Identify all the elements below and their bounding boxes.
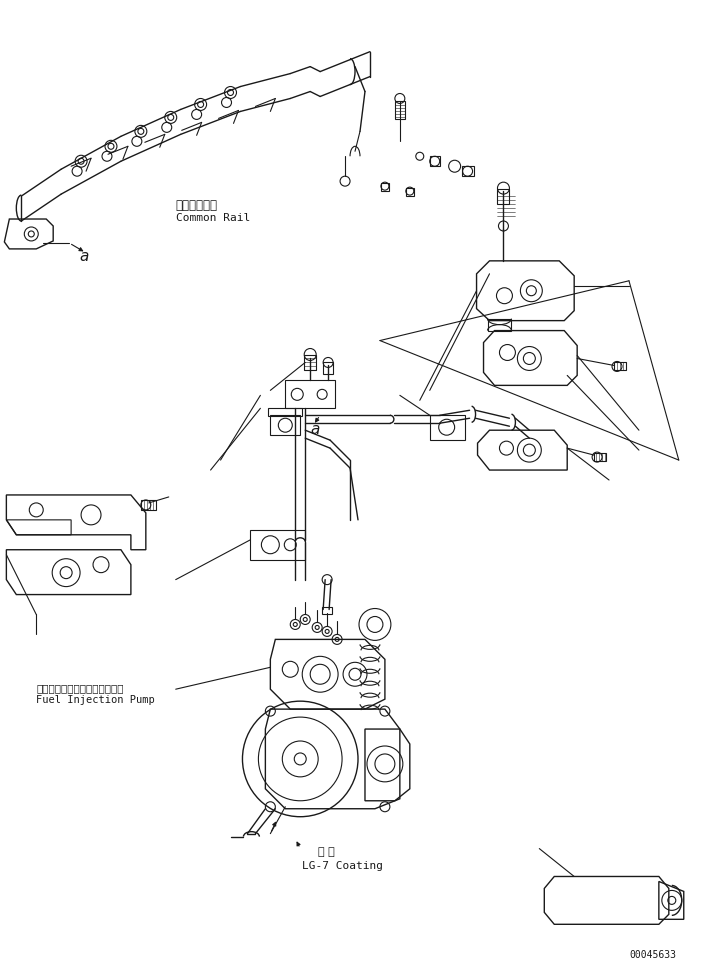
Bar [461,166,474,177]
Text: a: a [310,423,320,437]
Bar [381,183,389,191]
Text: 00045633: 00045633 [629,951,676,960]
Bar [594,454,606,461]
Text: コモンレール: コモンレール [176,199,218,212]
Bar [322,607,332,615]
Bar [286,380,335,408]
Bar [141,500,155,510]
Text: Common Rail: Common Rail [176,213,250,223]
Bar [304,355,316,371]
Text: Fuel Injection Pump: Fuel Injection Pump [36,695,155,705]
Bar [268,408,302,416]
Bar [323,363,333,374]
Text: フェルインジェクションポンプ: フェルインジェクションポンプ [36,683,124,693]
Bar [250,530,305,560]
Text: 塗 布: 塗 布 [318,846,335,857]
Bar [497,189,510,204]
Bar [429,415,465,440]
Bar [429,156,440,166]
Bar [270,415,300,435]
Bar [406,188,414,196]
Bar [395,101,405,120]
Bar [614,363,626,371]
Text: LG-7 Coating: LG-7 Coating [302,861,383,870]
Text: a: a [79,249,88,263]
